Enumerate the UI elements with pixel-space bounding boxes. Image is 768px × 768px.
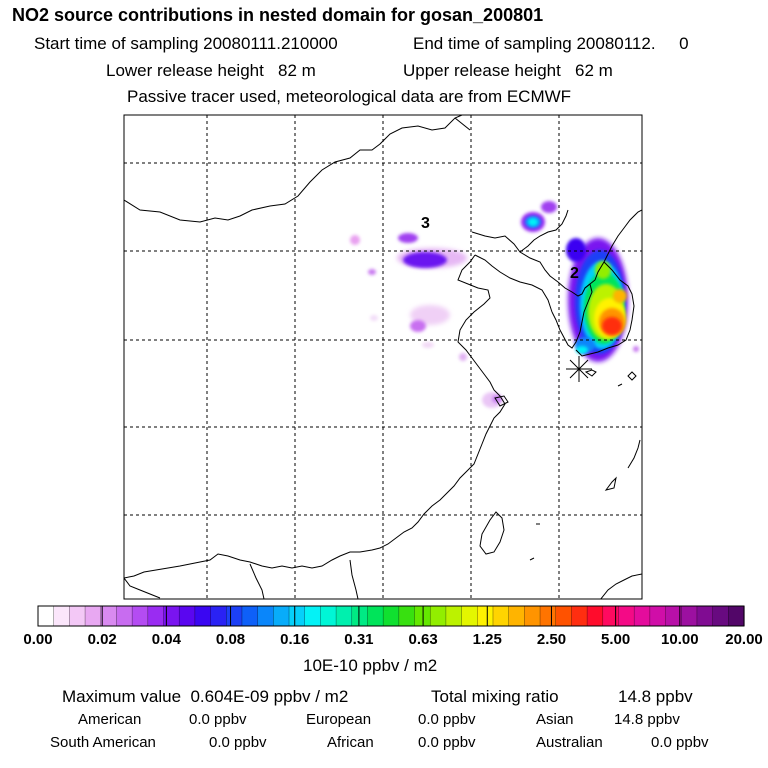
colorbar-cell: [38, 606, 55, 626]
total-mixing-value: 14.8 ppbv: [618, 687, 693, 706]
colorbar-tick-label: 5.00: [601, 631, 631, 648]
lat-lon-grid: [124, 115, 642, 599]
colorbar-cell: [179, 606, 196, 626]
concentration-field: [350, 201, 639, 408]
colorbar-cell: [69, 606, 86, 626]
colorbar-cell: [336, 606, 353, 626]
colorbar-cell: [116, 606, 133, 626]
colorbar-cell: [194, 606, 212, 626]
colorbar-cell: [492, 606, 510, 626]
colorbar-cell: [728, 606, 745, 626]
colorbar-tick-label: 0.04: [151, 631, 181, 648]
colorbar-cell: [430, 606, 447, 626]
region-name-australian: Australian: [536, 734, 603, 751]
colorbar-cell: [477, 606, 494, 626]
colorbar-cell: [649, 606, 667, 626]
region-value-australian: 0.0 ppbv: [651, 734, 709, 751]
map-frame: [123, 114, 643, 600]
colorbar-tick-label: 0.63: [408, 631, 438, 648]
colorbar-tick-label: 2.50: [536, 631, 567, 648]
colorbar-cell: [132, 606, 149, 626]
colorbar-cell: [383, 606, 400, 626]
colorbar: [37, 605, 745, 627]
end-time-label: End time of sampling 20080112. 0: [413, 34, 689, 53]
colorbar-cell: [587, 606, 604, 626]
lower-release-label: Lower release height 82 m: [106, 61, 316, 80]
region-value-european: 0.0 ppbv: [418, 711, 476, 728]
colorbar-tick-label: 1.25: [472, 631, 502, 648]
colorbar-cell: [241, 606, 259, 626]
colorbar-cell: [85, 606, 102, 626]
colorbar-cell: [320, 606, 337, 626]
colorbar-cell: [681, 606, 698, 626]
colorbar-cell: [351, 606, 369, 626]
colorbar-tick-label: 0.31: [344, 631, 374, 648]
colorbar-cell: [226, 606, 243, 626]
colorbar-cell: [602, 606, 620, 626]
colorbar-cell: [508, 606, 525, 626]
total-mixing-label: Total mixing ratio: [431, 687, 559, 706]
region-name-south-american: South American: [50, 734, 156, 751]
colorbar-cell: [555, 606, 573, 626]
region-name-european: European: [306, 711, 372, 728]
region-value-american: 0.0 ppbv: [189, 711, 247, 728]
colorbar-cell: [618, 606, 635, 626]
region-label-3: 3: [421, 215, 430, 232]
colorbar-cell: [696, 606, 714, 626]
colorbar-tick-label: 0.00: [23, 631, 53, 648]
start-time-label: Start time of sampling 20080111.210000: [34, 34, 338, 53]
colorbar-tick-label: 0.08: [215, 631, 246, 648]
region-value-south-american: 0.0 ppbv: [209, 734, 267, 751]
region-label-2: 2: [570, 265, 579, 282]
region-value-asian: 14.8 ppbv: [614, 711, 680, 728]
colorbar-cell: [147, 606, 165, 626]
colorbar-cell: [445, 606, 463, 626]
max-value-label: Maximum value 0.604E-09 ppbv / m2: [62, 687, 349, 706]
colorbar-cell: [304, 606, 321, 626]
colorbar-cell: [461, 606, 478, 626]
colorbar-cell: [634, 606, 651, 626]
region-value-african: 0.0 ppbv: [418, 734, 476, 751]
colorbar-unit: 10E-10 ppbv / m2: [303, 656, 438, 675]
colorbar-cell: [398, 606, 416, 626]
colorbar-frame: [37, 605, 745, 627]
colorbar-cell: [712, 606, 729, 626]
coastlines: [124, 115, 642, 599]
region-name-african: African: [327, 734, 374, 751]
region-name-american: American: [78, 711, 142, 728]
colorbar-tick-label: 10.00: [661, 631, 699, 648]
colorbar-cell: [540, 606, 557, 626]
plot-title: NO2 source contributions in nested domai…: [12, 5, 544, 25]
colorbar-cell: [210, 606, 227, 626]
colorbar-cell: [571, 606, 588, 626]
colorbar-cell: [100, 606, 118, 626]
region-name-asian: Asian: [536, 711, 574, 728]
colorbar-cell: [273, 606, 290, 626]
colorbar-cell: [367, 606, 384, 626]
colorbar-tick-label: 20.00: [725, 631, 763, 648]
receptor-asterisk-icon: [566, 356, 592, 382]
colorbar-cell: [163, 606, 180, 626]
colorbar-cell: [289, 606, 306, 626]
colorbar-cell: [53, 606, 70, 626]
colorbar-tick-label: 0.02: [87, 631, 117, 648]
colorbar-cell: [524, 606, 541, 626]
upper-release-label: Upper release height 62 m: [403, 61, 613, 80]
colorbar-cell: [665, 606, 682, 626]
colorbar-tick-label: 0.16: [280, 631, 310, 648]
colorbar-cell: [257, 606, 274, 626]
tracer-note: Passive tracer used, meteorological data…: [127, 87, 572, 106]
